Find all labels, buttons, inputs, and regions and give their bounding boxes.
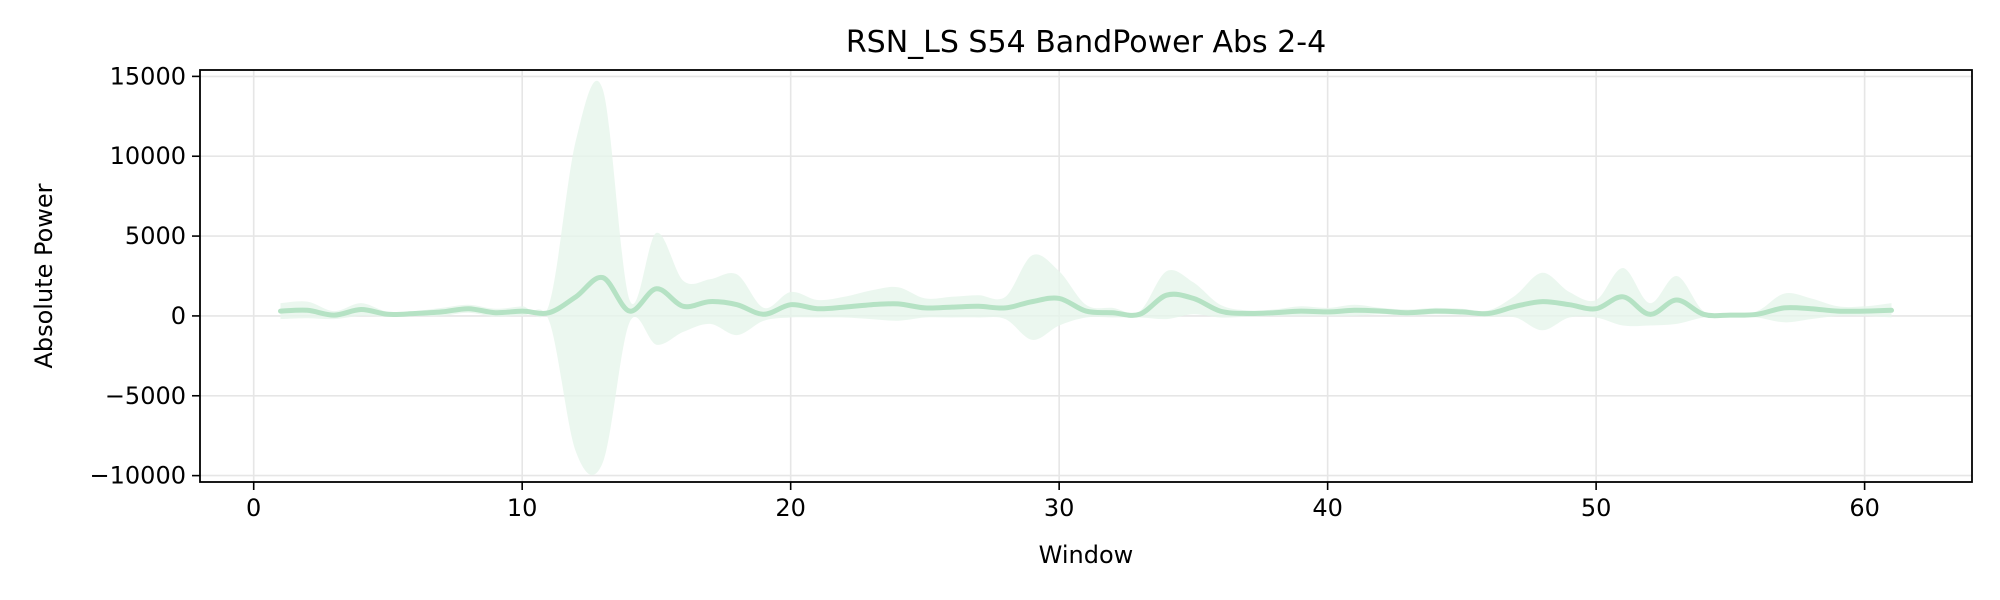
y-tick-label: 0	[171, 302, 186, 330]
plot-frame	[199, 69, 1973, 483]
y-tick-label: −5000	[105, 382, 186, 410]
x-tick-label: 20	[775, 494, 806, 522]
tick-layer: 0 10 20 30 40 50 60 −10000 −5000 0 5000 10000 15000	[90, 62, 1880, 522]
y-tick-label: 10000	[110, 142, 186, 170]
chart-title: RSN_LS S54 BandPower Abs 2-4	[846, 25, 1326, 60]
x-axis-label: Window	[1039, 541, 1134, 569]
x-tick-label: 30	[1044, 494, 1075, 522]
grid-layer	[200, 70, 1972, 482]
y-axis-label: Absolute Power	[30, 183, 58, 368]
x-tick-label: 0	[246, 494, 261, 522]
x-tick-label: 60	[1849, 494, 1880, 522]
x-tick-label: 40	[1312, 494, 1343, 522]
y-tick-label: 15000	[110, 62, 186, 90]
y-tick-label: 5000	[125, 222, 186, 250]
mean-line	[278, 274, 1894, 319]
y-tick-label: −10000	[90, 462, 186, 490]
x-tick-label: 10	[507, 494, 538, 522]
x-tick-label: 50	[1581, 494, 1612, 522]
